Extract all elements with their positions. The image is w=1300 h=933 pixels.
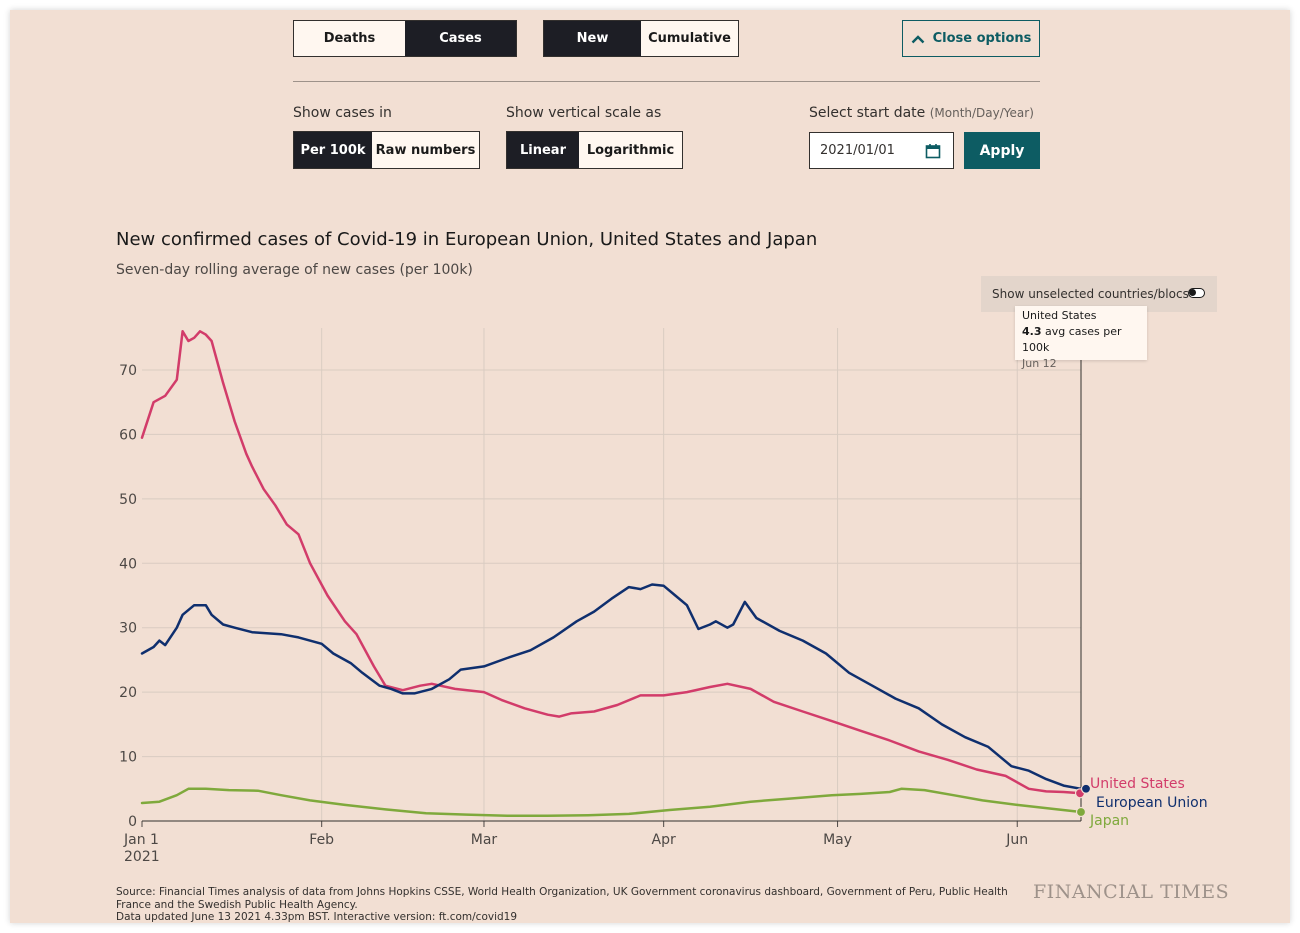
series-end-dot [1080, 783, 1092, 794]
chart-title: New confirmed cases of Covid-19 in Europ… [116, 229, 818, 250]
hover-tooltip: United States 4.3 avg cases per 100k Jun… [1015, 306, 1147, 370]
x-tick-label: Apr [652, 832, 676, 848]
close-options-button[interactable]: Close options [902, 20, 1040, 57]
x-tick-label: Jan 1 [123, 832, 159, 848]
deaths-button[interactable]: Deaths [294, 21, 405, 56]
chart-subtitle: Seven-day rolling average of new cases (… [116, 262, 473, 278]
y-tick-label: 20 [119, 685, 137, 701]
new-button[interactable]: New [544, 21, 641, 56]
series-line [140, 330, 1083, 795]
series-end-dot [1075, 806, 1087, 818]
vertical-scale-label: Show vertical scale as [506, 105, 662, 121]
series-label: United States [1090, 776, 1185, 792]
tooltip-unit: avg cases per 100k [1022, 325, 1122, 354]
series-line [140, 583, 1083, 791]
source-text: Source: Financial Times analysis of data… [116, 886, 1008, 911]
updated-text: Data updated June 13 2021 4.33pm BST. In… [116, 911, 518, 923]
ft-logo: FINANCIAL TIMES [1033, 881, 1230, 903]
show-cases-in-label: Show cases in [293, 105, 392, 121]
logarithmic-button[interactable]: Logarithmic [579, 132, 682, 168]
calendar-icon[interactable] [925, 143, 941, 159]
start-date-label-text: Select start date [809, 105, 926, 121]
linear-button[interactable]: Linear [507, 132, 579, 168]
units-toggle: Per 100k Raw numbers [293, 131, 480, 169]
tooltip-value: 4.3 [1022, 325, 1042, 338]
tooltip-value-line: 4.3 avg cases per 100k [1022, 324, 1140, 356]
x-tick-label: Feb [309, 832, 334, 848]
controls-divider [293, 81, 1040, 82]
y-tick-label: 30 [119, 621, 137, 637]
start-date-input[interactable]: 2021/01/01 [809, 132, 954, 169]
start-date-hint: (Month/Day/Year) [929, 106, 1034, 120]
toggle-switch-icon[interactable] [1188, 288, 1205, 298]
series-label: European Union [1096, 795, 1208, 811]
metric-toggle: Deaths Cases [293, 20, 517, 57]
apply-button[interactable]: Apply [964, 132, 1040, 169]
tooltip-date: Jun 12 [1022, 357, 1057, 370]
show-unselected-label: Show unselected countries/blocs [992, 287, 1189, 301]
close-options-label: Close options [932, 31, 1032, 46]
series-line [140, 787, 1083, 818]
start-date-value: 2021/01/01 [820, 143, 895, 158]
series-label: Japan [1089, 813, 1129, 829]
y-tick-label: 50 [119, 492, 137, 508]
tooltip-country: United States [1022, 309, 1097, 322]
x-tick-sublabel: 2021 [124, 849, 160, 865]
start-date-label: Select start date (Month/Day/Year) [809, 105, 1034, 121]
source-footer: Source: Financial Times analysis of data… [116, 886, 1046, 924]
y-tick-label: 40 [119, 556, 137, 572]
raw-numbers-button[interactable]: Raw numbers [372, 132, 479, 168]
cases-button[interactable]: Cases [405, 21, 516, 56]
scale-toggle: Linear Logarithmic [506, 131, 683, 169]
per-100k-button[interactable]: Per 100k [294, 132, 372, 168]
chevron-up-icon [911, 34, 924, 43]
mode-toggle: New Cumulative [543, 20, 739, 57]
y-tick-label: 10 [119, 750, 137, 766]
y-tick-label: 70 [119, 363, 137, 379]
cumulative-button[interactable]: Cumulative [641, 21, 738, 56]
x-tick-label: Jun [1005, 832, 1028, 848]
y-tick-label: 60 [119, 427, 137, 443]
x-tick-label: May [823, 832, 852, 848]
x-tick-label: Mar [471, 832, 498, 848]
chart-panel: Deaths Cases New Cumulative Close option… [10, 10, 1290, 923]
y-tick-label: 0 [128, 814, 137, 830]
